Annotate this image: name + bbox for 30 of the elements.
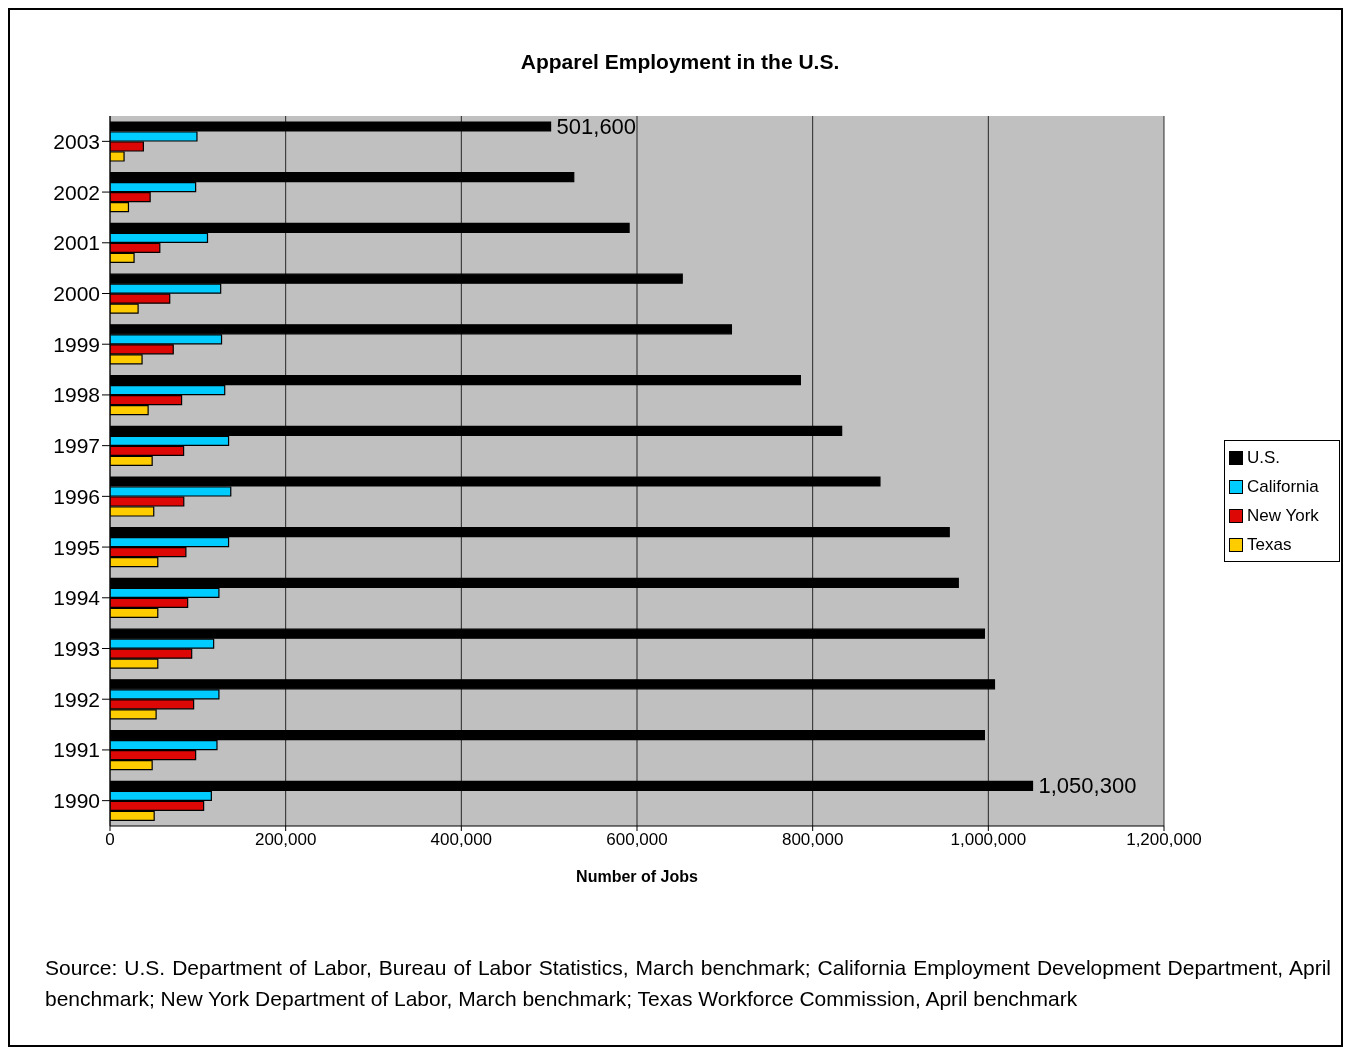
legend-label: U.S.: [1247, 447, 1281, 468]
x-tick-label: 400,000: [430, 830, 493, 850]
y-tick-label: 2002: [53, 180, 100, 204]
y-tick-label: 1994: [53, 586, 101, 610]
legend-label: California: [1247, 476, 1319, 497]
x-tick-label: 0: [105, 830, 115, 850]
legend-label: New York: [1247, 505, 1319, 526]
y-tick-label: 1990: [53, 789, 100, 813]
x-tick-label: 600,000: [606, 830, 668, 850]
x-tick-label: 200,000: [254, 830, 317, 850]
y-tick-label: 2000: [53, 281, 100, 305]
y-tick-label: 1996: [53, 484, 100, 508]
y-tick-label: 1991: [53, 738, 100, 762]
y-tick-label: 2003: [53, 129, 100, 153]
y-tick-label: 1997: [53, 434, 100, 458]
y-tick-label: 1995: [53, 535, 100, 559]
x-tick-label: 1,000,000: [950, 830, 1027, 850]
y-tick-label: 1998: [53, 383, 100, 407]
chart-title: Apparel Employment in the U.S.: [519, 50, 841, 74]
legend-label: Texas: [1247, 534, 1292, 555]
y-tick-label: 1992: [53, 687, 100, 711]
y-tick-label: 2001: [53, 231, 100, 255]
y-tick-label: 1993: [53, 636, 100, 660]
data-label: 501,600: [556, 114, 637, 139]
data-label: 1,050,300: [1038, 773, 1137, 799]
x-tick-label: 1,200,000: [1126, 830, 1202, 850]
source-note: Source: U.S. Department of Labor, Bureau of Labor Statistics, March benchmark; California Employment Development Department, April benchmark; New York Department of Labor, March benchmark; Texas Workforce Commission, April benchmark: [45, 955, 1331, 1012]
x-axis-title: Number of Jobs: [576, 868, 698, 885]
x-tick-label: 800,000: [781, 830, 844, 850]
y-tick-label: 1999: [53, 332, 100, 356]
